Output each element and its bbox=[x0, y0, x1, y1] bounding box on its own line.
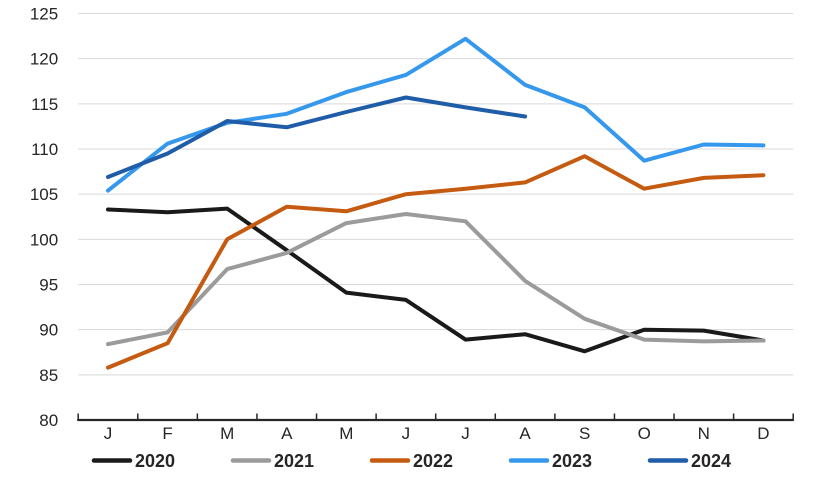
y-axis-label-110: 110 bbox=[31, 140, 58, 159]
x-axis-label-D-12: D bbox=[757, 424, 769, 443]
y-axis-label-120: 120 bbox=[30, 50, 58, 69]
legend-label-2023: 2023 bbox=[552, 451, 592, 471]
x-axis-label-J-1: J bbox=[104, 424, 113, 443]
y-axis-label-115: 115 bbox=[31, 95, 58, 114]
y-axis-label-100: 100 bbox=[30, 230, 58, 249]
y-axis-label-95: 95 bbox=[39, 276, 58, 295]
x-axis-label-J-6: J bbox=[402, 424, 411, 443]
x-axis-label-F-2: F bbox=[162, 424, 172, 443]
x-axis-label-A-8: A bbox=[519, 424, 531, 443]
series-line-2020 bbox=[106, 206, 766, 354]
y-axis-label-85: 85 bbox=[39, 366, 58, 385]
series-line-2024 bbox=[106, 95, 528, 179]
series-line-2021 bbox=[106, 212, 766, 347]
x-axis-label-O-10: O bbox=[638, 424, 651, 443]
y-axis-label-80: 80 bbox=[39, 411, 58, 430]
x-axis-label-S-9: S bbox=[579, 424, 590, 443]
y-axis-label-125: 125 bbox=[30, 5, 58, 24]
legend-label-2024: 2024 bbox=[691, 451, 731, 471]
x-axis-label-M-5: M bbox=[339, 424, 353, 443]
series-line-2023 bbox=[106, 36, 766, 193]
legend-label-2020: 2020 bbox=[135, 451, 175, 471]
y-axis-label-90: 90 bbox=[39, 321, 58, 340]
x-axis-label-N-11: N bbox=[698, 424, 710, 443]
legend-label-2022: 2022 bbox=[413, 451, 453, 471]
series-line-2022 bbox=[106, 154, 766, 370]
x-axis-label-M-3: M bbox=[220, 424, 234, 443]
x-axis-label-J-7: J bbox=[461, 424, 470, 443]
legend-label-2021: 2021 bbox=[274, 451, 314, 471]
x-axis-label-A-4: A bbox=[281, 424, 293, 443]
y-axis-label-105: 105 bbox=[30, 185, 58, 204]
